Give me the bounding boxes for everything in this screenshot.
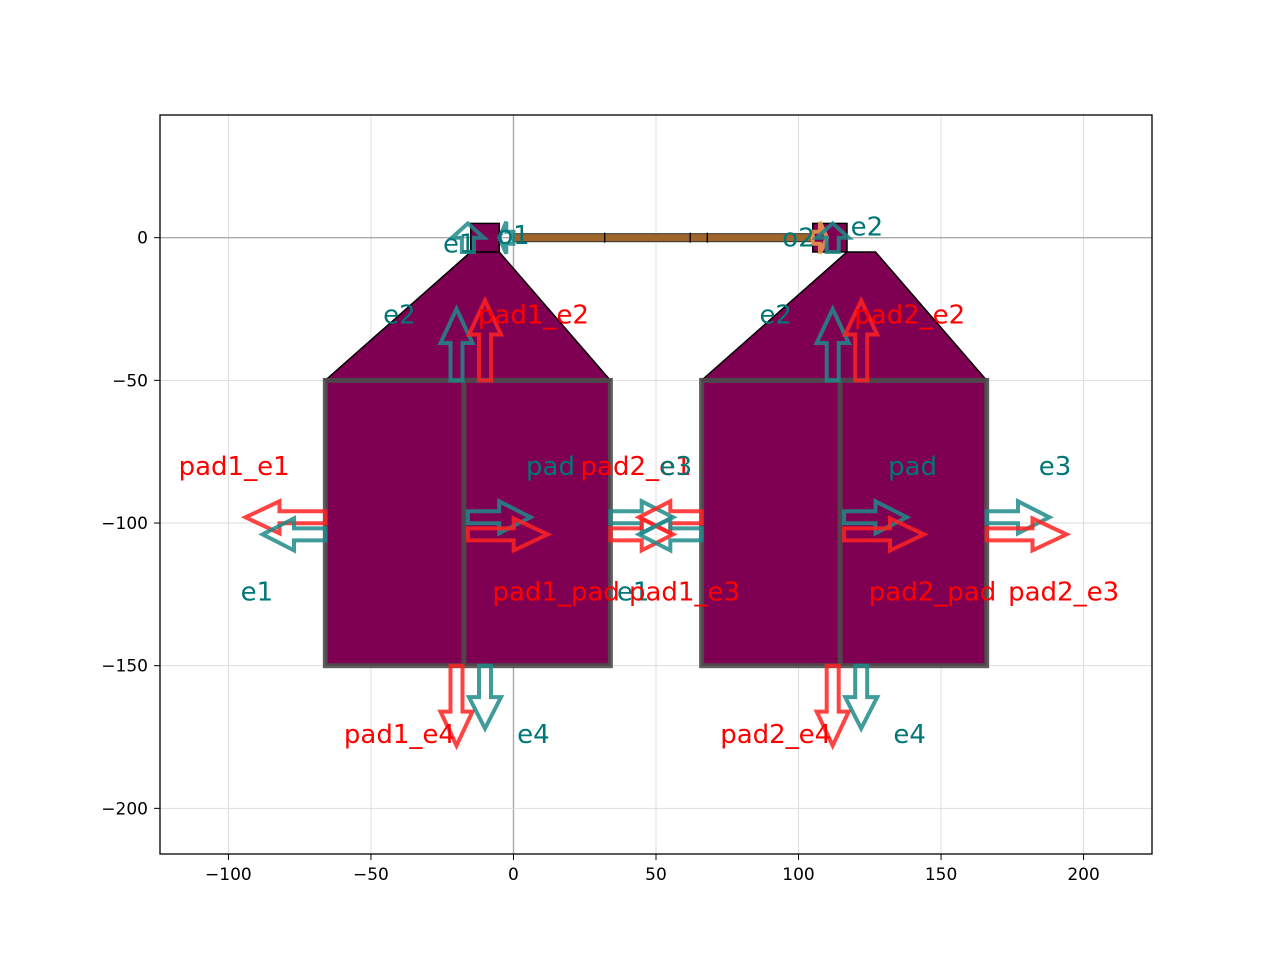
port-arrow-icon bbox=[465, 663, 505, 733]
port-label: e1 bbox=[241, 577, 274, 607]
port-label: pad1_e3 bbox=[629, 577, 740, 607]
port-label: e2 bbox=[759, 301, 792, 331]
port-label: e1 bbox=[443, 229, 476, 259]
port-label: o1 bbox=[497, 221, 529, 251]
port-arrow-icon bbox=[984, 498, 1054, 537]
port-label: pad bbox=[888, 452, 937, 482]
y-tick-label: −100 bbox=[101, 514, 148, 534]
port-label: e4 bbox=[517, 720, 550, 750]
port-arrow-icon bbox=[465, 515, 553, 554]
port-arrow-icon bbox=[841, 663, 881, 733]
port-label: e1 bbox=[617, 577, 650, 607]
port-label: pad2_e3 bbox=[1008, 577, 1119, 607]
port-arrow-icon bbox=[437, 663, 476, 751]
y-tick-label: −200 bbox=[101, 799, 148, 819]
port-arrow-icon bbox=[811, 220, 854, 254]
port-label: pad2_e1 bbox=[581, 452, 692, 482]
port-label: pad1_e4 bbox=[344, 720, 455, 750]
port-label: pad1_e2 bbox=[478, 301, 589, 331]
port-arrow-icon bbox=[240, 498, 328, 537]
port-arrow-icon bbox=[446, 220, 490, 254]
port-label: pad2_e2 bbox=[854, 301, 965, 331]
port-label: e2 bbox=[851, 212, 884, 242]
port-label: pad1_pad bbox=[493, 577, 620, 607]
port-arrow-icon bbox=[437, 304, 476, 383]
port-label: o2 bbox=[782, 224, 814, 254]
port-label: pad1_e1 bbox=[179, 452, 290, 482]
port-arrow-icon bbox=[497, 220, 516, 255]
port-arrow-icon bbox=[842, 498, 912, 537]
x-tick-label: 50 bbox=[645, 865, 667, 885]
port-arrow-icon bbox=[813, 663, 852, 751]
port-label: pad bbox=[526, 452, 575, 482]
port-label: e2 bbox=[383, 301, 416, 331]
axis-ticks: −100 −50 0 50 100 150 200 0 −50 −100 −150 −200 bbox=[101, 229, 1100, 885]
y-tick-label: 0 bbox=[137, 229, 148, 249]
port-arrows bbox=[240, 220, 1072, 751]
wire-shape bbox=[512, 233, 814, 243]
y-tick-label: −150 bbox=[101, 657, 148, 677]
port-label: e3 bbox=[1039, 452, 1072, 482]
x-tick-label: 0 bbox=[508, 865, 519, 885]
x-tick-label: 150 bbox=[925, 865, 957, 885]
x-tick-label: −100 bbox=[205, 865, 252, 885]
port-label: pad2_e4 bbox=[720, 720, 831, 750]
port-arrow-icon bbox=[813, 304, 852, 383]
port-arrow-icon bbox=[634, 515, 704, 554]
geometry bbox=[322, 222, 990, 669]
port-arrow-icon bbox=[465, 498, 536, 537]
port-arrow-icon bbox=[842, 295, 881, 383]
x-tick-label: 200 bbox=[1067, 865, 1099, 885]
port-label: e3 bbox=[660, 452, 693, 482]
port-arrow-icon bbox=[842, 515, 929, 554]
port-label: pad2_pad bbox=[869, 577, 996, 607]
port-arrow-icon bbox=[258, 515, 328, 554]
port-arrow-icon bbox=[465, 295, 505, 383]
port-arrow-icon bbox=[984, 515, 1072, 554]
x-tick-label: 100 bbox=[782, 865, 814, 885]
x-tick-label: −50 bbox=[353, 865, 389, 885]
y-tick-label: −50 bbox=[112, 371, 148, 391]
port-label: e4 bbox=[893, 720, 926, 750]
